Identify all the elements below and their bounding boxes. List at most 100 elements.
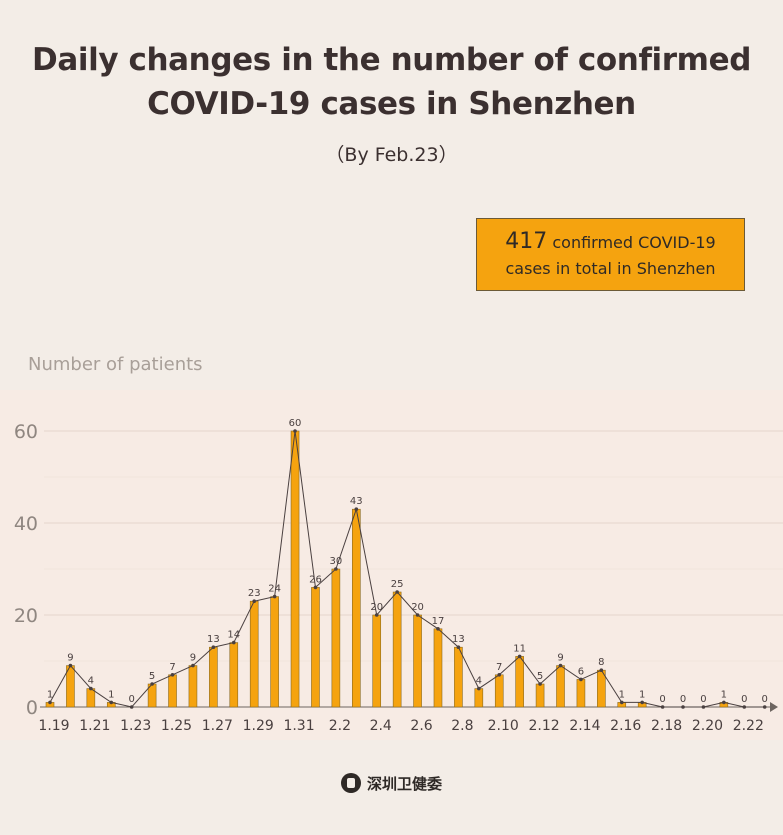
bar [229,642,239,708]
bar [168,674,177,708]
bar [515,656,524,708]
data-label: 7 [169,662,175,673]
data-point [436,627,440,631]
data-label: 24 [268,584,281,595]
x-tick-label: 2.2 [329,718,351,734]
bar [331,568,341,708]
x-tick-label: 1.27 [202,718,233,734]
x-tick-label: 1.31 [283,718,314,734]
data-label: 13 [452,634,465,645]
data-point [640,700,644,705]
data-label: 0 [700,694,706,705]
x-tick-label: 1.19 [38,718,69,734]
y-axis-label: Number of patients [28,354,203,375]
bar [249,600,259,708]
data-label: 14 [227,630,240,641]
total-cases-text-2: cases in total in Shenzhen [505,259,716,278]
x-tick-label: 2.22 [733,718,764,734]
bar [86,688,96,708]
data-label: 7 [496,662,502,673]
bar [474,688,484,708]
data-point [477,686,481,691]
page-title: Daily changes in the number of confirmed… [0,38,783,126]
x-tick-label: 1.25 [161,718,192,734]
x-tick-label: 2.4 [370,718,392,734]
data-label: 6 [578,666,584,677]
data-point [272,594,277,599]
data-label: 1 [619,689,625,700]
bar [270,596,279,708]
data-point [497,673,502,677]
data-point [415,613,420,617]
bar [311,587,320,708]
trend-line [49,430,765,708]
data-label: 5 [149,671,155,682]
data-label: 0 [680,694,686,705]
data-label: 4 [476,676,482,687]
data-label: 0 [659,694,665,705]
x-tick-label: 1.29 [243,718,274,734]
data-label: 1 [639,689,645,700]
data-point [374,613,379,617]
data-point [681,705,685,709]
data-point [558,663,563,668]
data-point [456,645,461,649]
data-point [150,682,154,686]
chart-panel: 0 20 40 60 1 9 4 1 0 5 7 9 13 14 23 24 60 26 30 43 20 25 20 17 1… [0,390,783,740]
bar [188,665,198,708]
bar [454,646,463,708]
data-point [231,640,236,645]
data-label: 9 [557,653,563,664]
x-tick-label: 2.8 [451,718,473,734]
x-tick-label: 2.10 [488,718,519,734]
data-point [334,567,338,571]
data-point [762,705,767,709]
data-point [48,700,52,705]
bar [290,430,300,708]
data-point [579,677,583,682]
source-footer: 深圳卫健委 [0,773,783,794]
data-point [89,686,93,691]
bar [413,614,422,708]
bar [66,665,75,708]
subtitle: （By Feb.23） [325,144,458,166]
bar [392,591,402,708]
data-label: 0 [741,694,747,705]
y-tick-label: 40 [14,513,38,535]
data-point [109,700,114,705]
data-label: 13 [207,634,220,645]
data-label: 20 [370,602,383,613]
data-label: 1 [47,689,53,700]
data-point [538,682,542,686]
data-point [354,507,359,511]
data-point [68,663,73,668]
data-point [293,429,297,433]
data-point [722,700,726,705]
data-point [252,599,256,603]
data-label: 0 [762,694,768,705]
data-point [517,654,522,659]
bar [372,614,382,708]
bar [597,669,606,708]
data-label: 8 [598,657,604,668]
total-cases-text-1: confirmed COVID-19 [547,233,716,252]
data-label: 60 [289,418,302,429]
y-tick-label: 0 [26,697,38,719]
bar [351,508,361,708]
x-tick-label: 2.16 [610,718,641,734]
data-point [599,668,604,672]
data-point [701,705,706,709]
x-tick-label: 2.12 [528,718,559,734]
data-point [619,700,624,705]
data-label: 1 [721,689,727,700]
total-cases-callout: 417 confirmed COVID-19 cases in total in… [476,218,745,291]
data-point [191,663,195,668]
data-point [211,645,216,649]
data-label: 11 [513,643,526,654]
x-axis-arrow [770,702,778,712]
x-tick-label: 1.23 [120,718,151,734]
bar [433,628,443,708]
bar [556,665,565,708]
x-tick-label: 2.14 [569,718,600,734]
